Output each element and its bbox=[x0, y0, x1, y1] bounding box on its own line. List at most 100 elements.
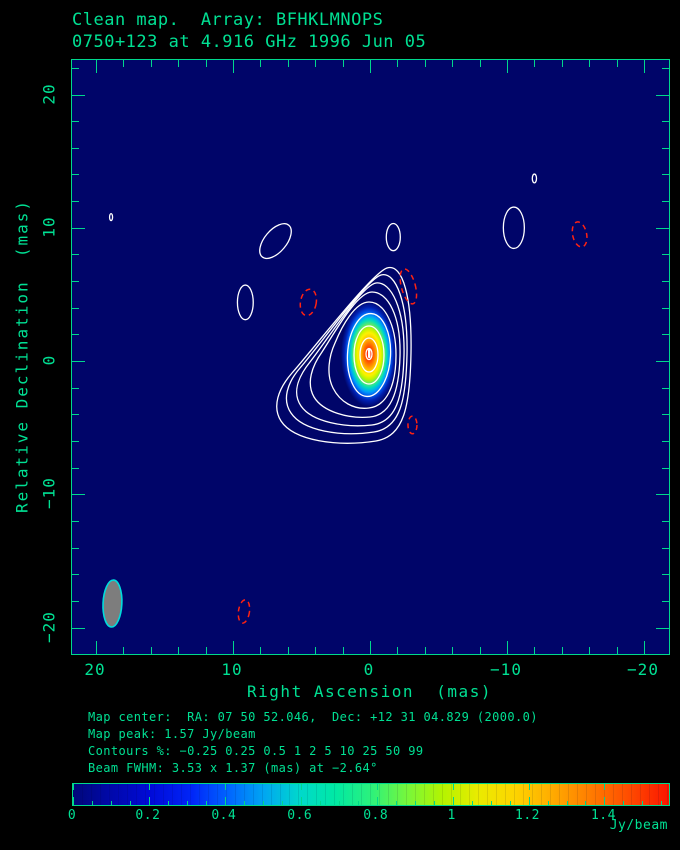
y-tick-label: −10 bbox=[39, 477, 59, 510]
contour-5-percent bbox=[328, 301, 397, 409]
tick-mark bbox=[72, 414, 79, 416]
tick-mark bbox=[342, 60, 344, 67]
tick-mark bbox=[262, 801, 264, 805]
beam-ellipse bbox=[102, 579, 123, 628]
tick-mark bbox=[72, 201, 79, 203]
tick-mark bbox=[287, 647, 289, 654]
tick-mark bbox=[357, 801, 359, 805]
tick-mark bbox=[656, 494, 669, 496]
tick-mark bbox=[604, 784, 606, 790]
tick-mark bbox=[547, 801, 549, 805]
tick-mark bbox=[178, 647, 180, 654]
tick-mark bbox=[315, 60, 317, 67]
footer-contour-levels: Contours %: −0.25 0.25 0.5 1 2 5 10 25 5… bbox=[88, 744, 424, 758]
y-tick-label: 0 bbox=[39, 354, 59, 366]
tick-mark bbox=[534, 647, 536, 654]
x-tick-label: 10 bbox=[221, 660, 243, 679]
tick-mark bbox=[642, 801, 644, 805]
tick-mark bbox=[260, 647, 262, 654]
footer-beam-fwhm: Beam FWHM: 3.53 x 1.37 (mas) at −2.64° bbox=[88, 761, 378, 775]
colorbar-tick-label: 0 bbox=[67, 808, 77, 823]
tick-mark bbox=[72, 254, 79, 256]
tick-mark bbox=[528, 784, 530, 790]
tick-mark bbox=[300, 797, 302, 805]
tick-mark bbox=[72, 174, 79, 176]
tick-mark bbox=[561, 60, 563, 67]
colorbar-wedge bbox=[72, 783, 670, 806]
positive-contour-feature bbox=[502, 206, 526, 250]
isolated-positive-contours bbox=[108, 173, 538, 321]
tick-mark bbox=[72, 281, 79, 283]
tick-mark bbox=[616, 647, 618, 654]
tick-mark bbox=[72, 574, 79, 576]
tick-mark bbox=[72, 334, 79, 336]
tick-mark bbox=[319, 801, 321, 805]
tick-mark bbox=[260, 60, 262, 67]
tick-mark bbox=[661, 801, 663, 805]
tick-mark bbox=[72, 440, 79, 442]
tick-mark bbox=[662, 520, 669, 522]
x-tick-label: −20 bbox=[627, 660, 659, 679]
x-axis-title: Right Ascension (mas) bbox=[247, 682, 492, 701]
tick-mark bbox=[644, 641, 645, 654]
colorbar-unit-label: Jy/beam bbox=[609, 818, 668, 833]
tick-mark bbox=[370, 641, 371, 654]
negative-contour-feature bbox=[571, 221, 588, 248]
tick-mark bbox=[72, 147, 79, 149]
y-tick-label: 10 bbox=[39, 216, 59, 238]
tick-mark bbox=[662, 147, 669, 149]
tick-mark bbox=[91, 801, 93, 805]
colorbar-tick-label: 0.8 bbox=[363, 808, 389, 823]
y-tick-label: 20 bbox=[39, 82, 59, 105]
tick-mark bbox=[224, 784, 226, 790]
tick-mark bbox=[507, 60, 508, 73]
tick-mark bbox=[424, 647, 426, 654]
tick-mark bbox=[338, 801, 340, 805]
tick-mark bbox=[287, 60, 289, 67]
colorbar-tick-label: 1 bbox=[447, 808, 456, 823]
tick-mark bbox=[644, 60, 645, 73]
tick-mark bbox=[662, 334, 669, 336]
colorbar-tick-label: 0.2 bbox=[135, 808, 161, 823]
map-canvas bbox=[102, 173, 588, 628]
tick-mark bbox=[110, 801, 112, 805]
tick-mark bbox=[589, 60, 591, 67]
tick-mark bbox=[72, 307, 79, 309]
tick-mark bbox=[376, 784, 378, 790]
negative-contour-feature bbox=[299, 288, 318, 317]
tick-mark bbox=[72, 361, 85, 362]
tick-mark bbox=[72, 387, 79, 389]
tick-mark bbox=[205, 801, 207, 805]
tick-mark bbox=[72, 227, 85, 229]
tick-mark bbox=[72, 600, 79, 602]
tick-mark bbox=[148, 797, 150, 805]
tick-mark bbox=[662, 547, 669, 549]
tick-mark bbox=[452, 60, 454, 67]
tick-mark bbox=[397, 60, 399, 67]
map-subtitle: 0750+123 at 4.916 GHz 1996 Jun 05 bbox=[72, 32, 427, 52]
tick-mark bbox=[662, 121, 669, 123]
tick-mark bbox=[73, 797, 74, 805]
tick-mark bbox=[656, 627, 669, 629]
tick-mark bbox=[148, 784, 150, 790]
tick-mark bbox=[370, 60, 371, 73]
core-contour-group bbox=[276, 266, 412, 444]
tick-mark bbox=[471, 801, 473, 805]
tick-mark bbox=[585, 801, 587, 805]
tick-mark bbox=[662, 174, 669, 176]
tick-mark bbox=[178, 60, 180, 67]
tick-mark bbox=[589, 647, 591, 654]
tick-mark bbox=[395, 801, 397, 805]
tick-mark bbox=[452, 647, 454, 654]
tick-mark bbox=[281, 801, 283, 805]
tick-mark bbox=[72, 520, 79, 522]
tick-mark bbox=[566, 801, 568, 805]
colorbar-tick-label: 0.6 bbox=[287, 808, 313, 823]
tick-mark bbox=[662, 254, 669, 256]
contour-50-percent bbox=[359, 337, 379, 373]
tick-mark bbox=[233, 641, 234, 654]
positive-contour-feature bbox=[385, 222, 401, 252]
tick-mark bbox=[72, 94, 85, 96]
tick-mark bbox=[507, 641, 508, 654]
